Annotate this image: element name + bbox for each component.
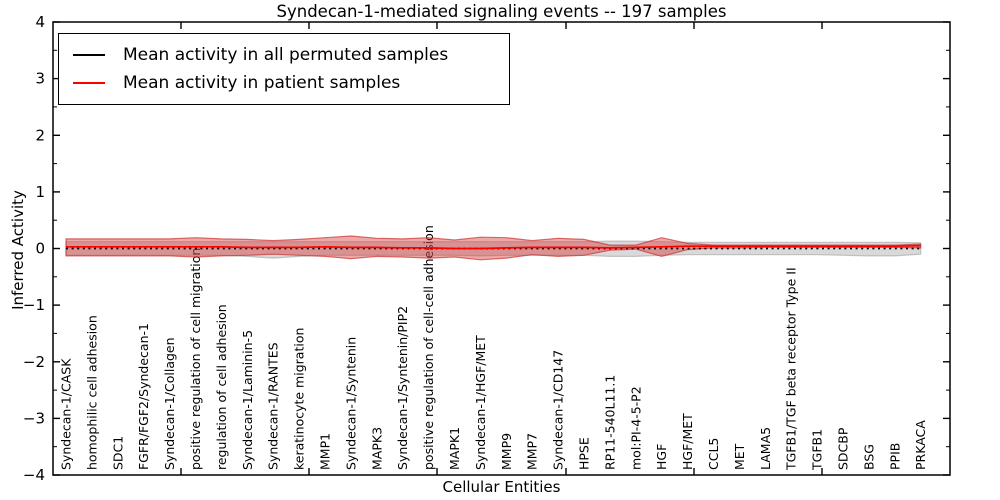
x-tick-label: Syndecan-1/CASK [59, 358, 74, 470]
permuted-line-swatch [73, 54, 105, 56]
x-tick-label: PPIB [887, 443, 902, 470]
y-tick-label: 1 [35, 183, 45, 201]
y-tick-label: 3 [35, 70, 45, 88]
x-tick-label: keratinocyte migration [292, 328, 307, 470]
x-tick-label: Syndecan-1/CD147 [551, 350, 566, 470]
x-tick-label: MMP7 [525, 433, 540, 470]
y-tick-label: 4 [35, 13, 45, 31]
x-tick-label: Syndecan-1/Syntenin/PIP2 [395, 306, 410, 470]
x-tick-label: Syndecan-1/Laminin-5 [240, 330, 255, 470]
x-tick-label: SDCBP [836, 427, 851, 470]
y-tick-label: −1 [23, 296, 45, 314]
Mean-activity-in-patient-samples-line [66, 244, 921, 250]
y-tick-label: 0 [35, 240, 45, 258]
x-tick-label: RP11-540L11.1 [602, 375, 617, 470]
x-tick-label: regulation of cell adhesion [214, 304, 229, 470]
x-tick-label: TGFB1/TGF beta receptor Type II [784, 267, 799, 471]
x-tick-label: PRKACA [913, 420, 928, 470]
legend-entry-patient: Mean activity in patient samples [73, 69, 499, 97]
x-tick-label: LAMA5 [758, 427, 773, 470]
legend-label: Mean activity in patient samples [123, 73, 401, 93]
x-tick-label: BSG [861, 444, 876, 470]
x-tick-label: Syndecan-1/Syntenin [343, 337, 358, 470]
x-tick-label: MMP1 [318, 433, 333, 470]
legend: Mean activity in all permuted samples Me… [58, 33, 510, 105]
x-tick-label: MET [732, 443, 747, 470]
y-tick-label: 2 [35, 126, 45, 144]
chart-title: Syndecan-1-mediated signaling events -- … [276, 2, 727, 21]
x-tick-label: HPSE [577, 437, 592, 470]
x-tick-label: TGFB1 [810, 429, 825, 471]
x-tick-label: MAPK3 [369, 427, 384, 470]
x-tick-label: MMP9 [499, 433, 514, 470]
x-tick-label: Syndecan-1/HGF/MET [473, 335, 488, 470]
legend-entry-permuted: Mean activity in all permuted samples [73, 41, 499, 69]
y-tick-label: −3 [23, 409, 45, 427]
legend-label: Mean activity in all permuted samples [123, 45, 449, 65]
x-tick-label: homophilic cell adhesion [84, 315, 99, 470]
y-tick-label: −4 [23, 466, 45, 484]
y-axis-label: Inferred Activity [9, 190, 27, 310]
x-tick-label: mol:PI-4-5-P2 [628, 386, 643, 470]
y-tick-label: −2 [23, 353, 45, 371]
x-axis-label: Cellular Entities [442, 478, 561, 496]
x-tick-label: HGF [654, 444, 669, 470]
x-tick-label: positive regulation of cell migration [188, 248, 203, 470]
x-tick-label: MAPK1 [447, 427, 462, 470]
x-tick-label: CCL5 [706, 438, 721, 470]
patient-line-swatch [73, 82, 105, 84]
x-tick-label: HGF/MET [680, 413, 695, 470]
x-tick-label: Syndecan-1/RANTES [266, 342, 281, 470]
x-tick-label: SDC1 [110, 436, 125, 470]
x-tick-label: Syndecan-1/Collagen [162, 337, 177, 470]
x-tick-label: positive regulation of cell-cell adhesio… [421, 225, 436, 470]
x-tick-label: FGFR/FGF2/Syndecan-1 [136, 323, 151, 470]
